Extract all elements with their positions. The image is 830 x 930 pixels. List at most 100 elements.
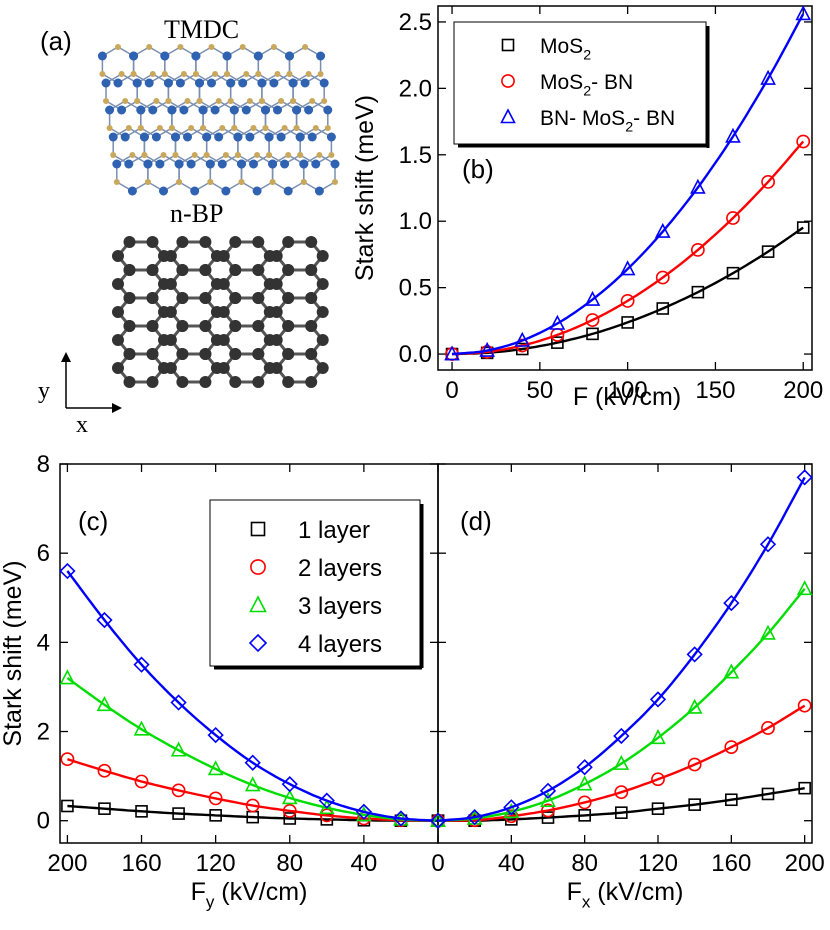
bp-atom [123,320,136,332]
panelC-label: (c) [78,506,108,536]
x-tick-label: 40 [351,850,378,877]
tmdc-chalcogen-atom [134,98,141,104]
data-point [540,791,556,807]
tmdc-metal-atom [144,78,154,88]
bp-atom [146,376,159,388]
tmdc-metal-atom [101,78,111,88]
x-tick-label: 160 [711,850,751,877]
data-point [650,729,666,745]
data-point [761,245,775,258]
data-point [356,806,372,822]
tmdc-metal-atom [217,159,227,169]
tmdc-metal-atom [273,105,282,115]
tmdc-chalcogen-atom [146,44,153,50]
bp-atom [229,264,242,276]
data-point [59,562,76,580]
data-point [208,791,223,806]
tmdc-chalcogen-atom [208,44,215,50]
x-tick-label: 0 [431,850,444,877]
data-point [466,809,483,826]
bp-atom [112,250,124,262]
bp-atom [252,292,265,304]
tmdc-metal-atom [249,159,258,169]
tmdc-chalcogen-atom [172,152,179,158]
bp-bond-ring [274,296,325,328]
x-tick-label: 80 [276,850,303,877]
data-point [576,759,593,776]
tmdc-metal-atom [186,159,196,169]
tmdc-chalcogen-atom [215,98,222,104]
tmdc-chalcogen-atom [316,152,323,158]
bp-atom [112,278,124,290]
data-point [760,69,776,85]
bp-atom [123,376,136,388]
tmdc-metal-atom [139,132,149,142]
bp-atom [252,348,265,360]
tmdc-metal-atom [233,132,243,142]
bp-bond-ring [116,268,166,300]
series-line [438,787,805,822]
data-point [134,774,149,789]
x-axis-title: F (kV/cm) [573,383,681,411]
tmdc-metal-atom [285,51,294,61]
bp-bond-ring [116,296,166,328]
data-point [656,302,670,315]
x-axis-label: x [76,412,88,438]
data-point [619,260,636,276]
legend-marker [500,108,516,124]
bp-atom [123,348,136,360]
tmdc-metal-atom [253,51,263,61]
data-point [795,5,812,21]
series-line [66,570,439,822]
tmdc-chalcogen-atom [212,71,219,77]
tmdc-metal-atom [326,132,336,142]
tmdc-metal-atom [226,78,236,88]
tmdc-chalcogen-atom [137,125,144,131]
bp-atom [112,334,124,346]
series-line [67,804,438,822]
tmdc-chalcogen-atom [281,125,288,131]
data-point [759,536,777,553]
data-point [133,656,150,673]
tmdc-metal-atom [183,132,192,142]
data-point [796,469,813,486]
bp-atom [252,376,265,388]
data-point [761,174,776,189]
legend-marker [501,38,515,52]
bp-atom [282,264,295,276]
data-point [170,741,187,757]
bp-atom [123,264,136,276]
legend-entry: 3 layers [298,593,382,620]
tmdc-chalcogen-atom [309,98,316,104]
data-point [726,211,740,225]
bp-bond-ring [221,268,272,300]
bp-atom [252,264,265,276]
data-point [355,803,373,820]
data-point [724,740,739,755]
nbp-lattice-diagram [112,236,329,388]
tmdc-chalcogen-atom [203,152,210,158]
bp-atom [112,306,124,318]
data-point [690,243,705,257]
data-point [541,811,555,824]
bp-atom [176,348,189,360]
tmdc-chalcogen-atom [184,98,191,104]
bp-atom [305,320,318,332]
tmdc-chalcogen-atom [297,152,304,158]
data-point [613,727,630,745]
tmdc-metal-atom [292,105,302,115]
tmdc-metal-atom [323,105,333,115]
data-point [283,812,297,825]
bp-atom [305,292,318,304]
tmdc-metal-atom [151,132,161,142]
x-tick-label: 200 [783,377,823,404]
tmdc-metal-atom [269,78,279,88]
data-point [97,763,112,778]
x-tick-label: 0 [445,377,458,404]
bp-bond-ring [221,240,272,272]
y-tick-label: 0.0 [399,341,432,368]
data-point [319,808,334,823]
bp-atom [199,376,212,388]
x-tick-label: 50 [526,377,553,404]
data-point [760,624,776,640]
